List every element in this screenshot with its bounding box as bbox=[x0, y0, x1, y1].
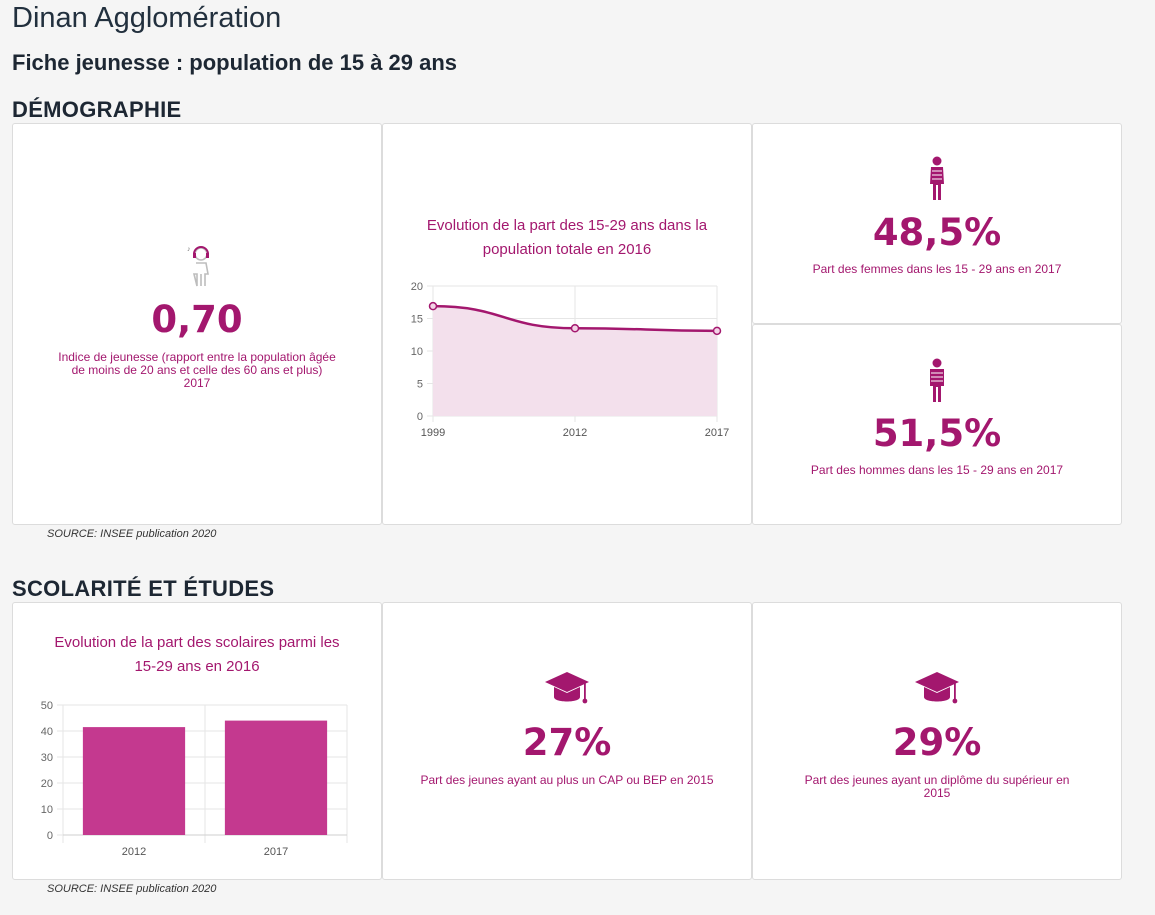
cap-bep-value: 27% bbox=[522, 721, 612, 764]
y-tick-label: 5 bbox=[417, 379, 423, 391]
x-tick-label: 2012 bbox=[122, 846, 146, 858]
femmes-value: 48,5% bbox=[872, 211, 1002, 254]
graduation-cap-icon bbox=[915, 672, 959, 704]
x-tick-label: 2017 bbox=[705, 427, 729, 439]
x-tick-label: 1999 bbox=[421, 427, 445, 439]
femmes-card: 48,5% Part des femmes dans les 15 - 29 a… bbox=[752, 123, 1122, 324]
graduation-cap-icon bbox=[545, 672, 589, 704]
page-subtitle: Fiche jeunesse : population de 15 à 29 a… bbox=[12, 50, 458, 75]
woman-icon bbox=[930, 156, 944, 200]
man-icon bbox=[930, 358, 944, 402]
x-tick-label: 2012 bbox=[563, 427, 587, 439]
hommes-caption: Part des hommes dans les 15 - 29 ans en … bbox=[810, 463, 1064, 477]
hommes-value: 51,5% bbox=[872, 412, 1002, 455]
y-tick-label: 0 bbox=[47, 830, 53, 842]
y-tick-label: 10 bbox=[41, 804, 53, 816]
section-heading-scolarite: SCOLARITÉ ET ÉTUDES bbox=[12, 576, 275, 601]
bar bbox=[224, 720, 328, 835]
data-point bbox=[428, 301, 438, 311]
area-fill bbox=[433, 306, 717, 416]
y-tick-label: 50 bbox=[41, 700, 53, 712]
superieur-card: 29% Part des jeunes ayant un diplôme du … bbox=[752, 602, 1122, 880]
y-tick-label: 20 bbox=[411, 281, 423, 293]
indice-value: 0,70 bbox=[151, 298, 243, 341]
bar-chart: 0 10 20 30 40 50 2012 2017 bbox=[41, 700, 348, 858]
y-tick-label: 15 bbox=[411, 314, 423, 326]
data-point bbox=[570, 324, 580, 333]
young-person-headphones-icon: ♪ bbox=[187, 246, 209, 287]
y-tick-label: 20 bbox=[41, 778, 53, 790]
indice-caption: Indice de jeunesse (rapport entre la pop… bbox=[58, 350, 336, 390]
y-tick-label: 0 bbox=[417, 411, 423, 423]
scolaires-chart-card: Evolution de la part des scolaires parmi… bbox=[12, 602, 382, 880]
cap-bep-card: 27% Part des jeunes ayant au plus un CAP… bbox=[382, 602, 752, 880]
source-demographie: SOURCE: INSEE publication 2020 bbox=[47, 528, 217, 540]
chart-title: Evolution de la part des scolaires parmi… bbox=[54, 634, 340, 675]
superieur-caption: Part des jeunes ayant un diplôme du supé… bbox=[804, 773, 1070, 800]
x-tick-label: 2017 bbox=[264, 846, 288, 858]
y-tick-label: 40 bbox=[41, 726, 53, 738]
bar bbox=[82, 727, 186, 835]
area-chart: 0 5 10 15 20 1999 2012 2017 bbox=[411, 281, 729, 439]
data-point bbox=[712, 326, 722, 336]
population-chart-card: Evolution de la part des 15-29 ans dans … bbox=[382, 123, 752, 525]
y-tick-label: 10 bbox=[411, 346, 423, 358]
femmes-caption: Part des femmes dans les 15 - 29 ans en … bbox=[812, 262, 1062, 276]
source-scolarite: SOURCE: INSEE publication 2020 bbox=[47, 883, 217, 895]
chart-title: Evolution de la part des 15-29 ans dans … bbox=[426, 217, 708, 258]
y-tick-label: 30 bbox=[41, 752, 53, 764]
svg-text:♪: ♪ bbox=[187, 246, 191, 253]
cap-bep-caption: Part des jeunes ayant au plus un CAP ou … bbox=[420, 773, 714, 787]
section-heading-demographie: DÉMOGRAPHIE bbox=[12, 97, 182, 122]
hommes-card: 51,5% Part des hommes dans les 15 - 29 a… bbox=[752, 324, 1122, 525]
indice-jeunesse-card: ♪ 0,70 Indice de jeunesse (rapport entre… bbox=[12, 123, 382, 525]
page-title: Dinan Agglomération bbox=[12, 2, 282, 34]
superieur-value: 29% bbox=[892, 721, 982, 764]
